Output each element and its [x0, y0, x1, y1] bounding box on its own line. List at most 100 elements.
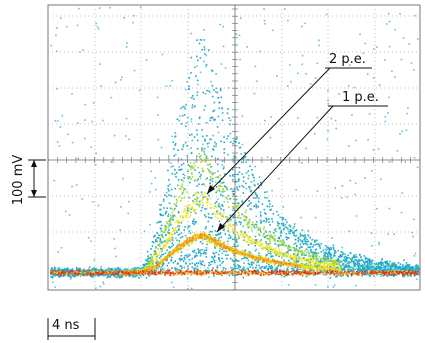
trace-dot: [192, 220, 194, 222]
trace-dot: [204, 238, 206, 240]
trace-dot: [196, 134, 198, 136]
trace-dot: [258, 261, 260, 263]
trace-dot: [269, 266, 271, 268]
trace-dot: [342, 247, 344, 249]
trace-dot: [192, 95, 194, 97]
trace-dot: [281, 217, 283, 219]
trace-dot: [56, 88, 58, 90]
trace-dot: [170, 238, 172, 240]
trace-dot: [369, 275, 371, 277]
trace-dot: [195, 221, 197, 223]
trace-dot: [355, 183, 357, 185]
trace-dot: [239, 167, 241, 169]
trace-dot: [211, 156, 213, 158]
trace-dot: [218, 206, 220, 208]
trace-dot: [183, 211, 185, 213]
trace-dot: [193, 232, 195, 234]
trace-dot: [208, 170, 210, 172]
trace-dot: [158, 234, 160, 236]
trace-dot: [289, 271, 291, 273]
trace-dot: [337, 258, 339, 260]
trace-dot: [214, 119, 216, 121]
trace-dot: [91, 146, 93, 148]
trace-dot: [356, 256, 358, 258]
trace-dot: [275, 248, 277, 250]
trace-dot: [127, 213, 129, 215]
trace-dot: [197, 203, 199, 205]
trace-dot: [195, 201, 197, 203]
trace-dot: [199, 118, 201, 120]
trace-dot: [50, 276, 52, 278]
trace-dot: [176, 205, 178, 207]
trace-dot: [334, 251, 336, 253]
trace-dot: [203, 29, 205, 31]
trace-dot: [386, 269, 388, 271]
trace-dot: [362, 260, 364, 262]
trace-dot: [157, 237, 159, 239]
trace-dot: [165, 230, 167, 232]
trace-dot: [293, 269, 295, 271]
trace-dot: [160, 204, 162, 206]
trace-dot: [316, 240, 318, 242]
trace-dot: [385, 265, 387, 267]
trace-dot: [245, 249, 247, 251]
trace-dot: [296, 229, 298, 231]
trace-dot: [225, 67, 227, 69]
trace-dot: [371, 232, 373, 234]
trace-dot: [204, 39, 206, 41]
trace-dot: [294, 257, 296, 259]
trace-dot: [256, 195, 258, 197]
trace-dot: [65, 274, 67, 276]
trace-dot: [346, 260, 348, 262]
trace-dot: [287, 228, 289, 230]
trace-dot: [245, 183, 247, 185]
trace-dot: [260, 211, 262, 213]
trace-dot: [393, 233, 395, 235]
trace-dot: [231, 267, 233, 269]
trace-dot: [76, 184, 78, 186]
trace-dot: [126, 46, 128, 48]
trace-dot: [265, 247, 267, 249]
trace-dot: [237, 234, 239, 236]
trace-dot: [283, 259, 285, 261]
trace-dot: [140, 7, 142, 9]
trace-dot: [61, 247, 63, 249]
trace-dot: [235, 255, 237, 257]
trace-dot: [283, 228, 285, 230]
trace-dot: [184, 226, 186, 228]
trace-dot: [333, 249, 335, 251]
trace-dot: [288, 250, 290, 252]
trace-dot: [187, 176, 189, 178]
trace-dot: [170, 195, 172, 197]
trace-dot: [167, 265, 169, 267]
trace-dot: [194, 240, 196, 242]
trace-dot: [257, 240, 259, 242]
trace-dot: [266, 197, 268, 199]
trace-dot: [228, 117, 230, 119]
trace-dot: [220, 264, 222, 266]
trace-dot: [291, 268, 293, 270]
trace-dot: [198, 262, 200, 264]
trace-dot: [189, 208, 191, 210]
trace-dot: [254, 206, 256, 208]
trace-dot: [232, 230, 234, 232]
trace-dot: [236, 33, 238, 35]
trace-dot: [325, 252, 327, 254]
trace-dot: [367, 262, 369, 264]
trace-dot: [139, 160, 141, 162]
trace-dot: [231, 225, 233, 227]
trace-dot: [190, 232, 192, 234]
trace-dot: [265, 255, 267, 257]
trace-dot: [266, 265, 268, 267]
trace-dot: [182, 106, 184, 108]
trace-dot: [204, 140, 206, 142]
trace-dot: [297, 253, 299, 255]
trace-dot: [222, 120, 224, 122]
trace-dot: [283, 276, 285, 278]
trace-dot: [188, 205, 190, 207]
trace-dot: [111, 97, 113, 99]
trace-dot: [258, 233, 260, 235]
trace-dot: [196, 155, 198, 157]
trace-dot: [282, 224, 284, 226]
trace-dot: [293, 231, 295, 233]
